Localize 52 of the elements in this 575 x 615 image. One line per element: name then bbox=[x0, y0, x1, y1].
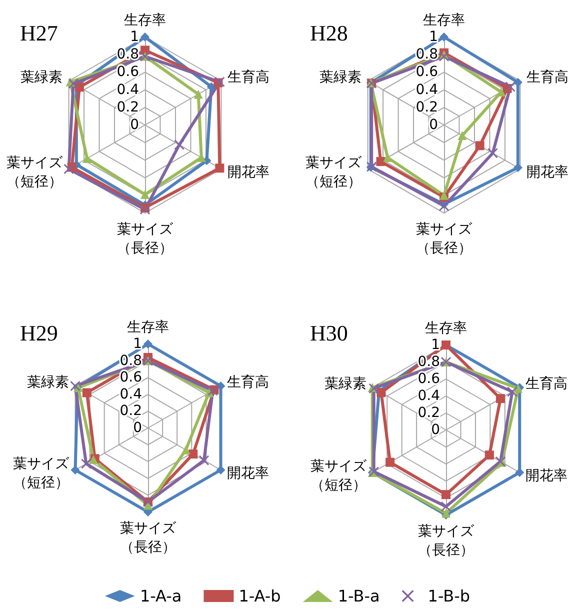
spoke-label: 葉緑素 bbox=[320, 70, 362, 86]
chart-title: H28 bbox=[310, 20, 348, 46]
spoke-label: 生存率 bbox=[124, 12, 166, 28]
y-tick-label: 0 bbox=[429, 117, 438, 133]
spoke-label: 葉緑素 bbox=[27, 374, 70, 390]
spoke-label: 葉サイズ（長径） bbox=[416, 222, 473, 256]
spoke-label: 葉サイズ（長径） bbox=[120, 520, 177, 556]
spoke-label: 生存率 bbox=[127, 320, 169, 336]
y-tick-label: 1 bbox=[130, 29, 139, 45]
spoke-label: 葉緑素 bbox=[20, 70, 63, 86]
y-tick-label: 0.4 bbox=[120, 386, 142, 402]
spoke-label: 葉サイズ（長径） bbox=[117, 222, 174, 256]
y-tick-label: 0 bbox=[130, 117, 139, 133]
y-tick-label: 1 bbox=[429, 29, 438, 45]
spoke-label: 葉サイズ（長径） bbox=[418, 524, 475, 558]
chart-title: H29 bbox=[20, 320, 58, 346]
legend-label: 1-B-a bbox=[338, 586, 380, 606]
spoke-label: 開花率 bbox=[526, 164, 568, 180]
spoke-label: 生育高 bbox=[526, 375, 568, 392]
y-tick-label: 0.4 bbox=[418, 388, 440, 404]
chart-title: H27 bbox=[20, 20, 58, 46]
spoke-label: 開花率 bbox=[526, 468, 568, 484]
y-tick-label: 0 bbox=[133, 420, 142, 436]
spoke-label: 葉緑素 bbox=[324, 376, 366, 392]
y-tick-label: 0.4 bbox=[416, 82, 438, 98]
spoke-label: 生存率 bbox=[425, 320, 467, 336]
y-tick-label: 0.6 bbox=[116, 64, 140, 80]
spoke-label: 葉サイズ（短径） bbox=[6, 155, 64, 190]
spoke-label: 生育高 bbox=[227, 68, 270, 86]
spoke-label: 開花率 bbox=[226, 466, 269, 482]
y-tick-label: 0.2 bbox=[418, 405, 440, 421]
y-tick-label: 0.2 bbox=[116, 99, 139, 116]
y-tick-label: 1 bbox=[133, 336, 142, 352]
y-tick-label: 0.2 bbox=[416, 99, 438, 116]
y-tick-label: 0.6 bbox=[416, 64, 438, 80]
y-tick-label: 0.4 bbox=[116, 82, 140, 98]
y-tick-label: 0.2 bbox=[120, 403, 142, 420]
legend-label: 1-A-a bbox=[140, 586, 182, 606]
y-tick-label: 0 bbox=[431, 422, 440, 438]
chart-title: H30 bbox=[310, 320, 348, 346]
y-tick-label: 0.6 bbox=[120, 370, 142, 386]
y-tick-label: 0.6 bbox=[418, 371, 440, 387]
spoke-label: 葉サイズ（短径） bbox=[306, 155, 363, 190]
spoke-label: 生育高 bbox=[226, 374, 269, 390]
spoke-label: 葉サイズ（短径） bbox=[13, 456, 70, 491]
legend-label: 1-A-b bbox=[238, 586, 281, 606]
spoke-label: 開花率 bbox=[227, 164, 270, 180]
spoke-label: 生育高 bbox=[526, 68, 568, 86]
y-tick-label: 1 bbox=[431, 337, 440, 353]
legend-label: 1-B-b bbox=[428, 586, 470, 606]
spoke-label: 葉サイズ（短径） bbox=[310, 458, 368, 494]
spoke-label: 生存率 bbox=[423, 12, 465, 28]
